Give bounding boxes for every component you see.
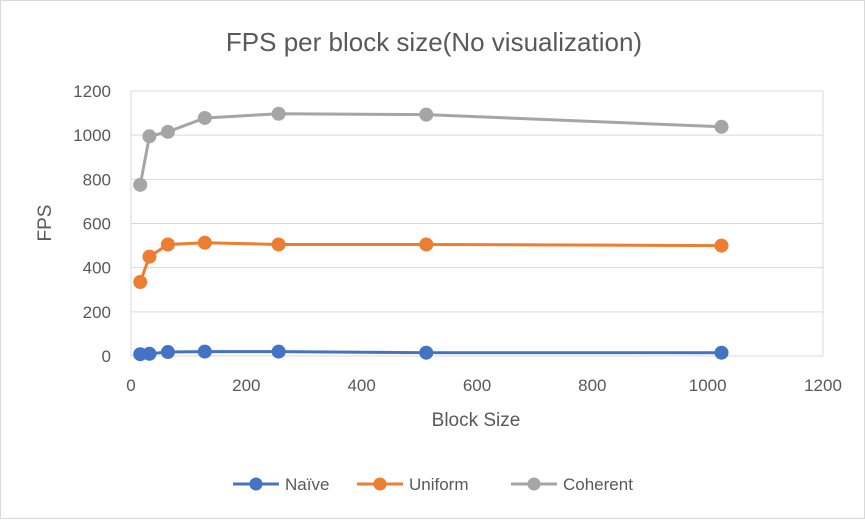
y-tick-label: 0 (102, 347, 111, 366)
data-point (714, 345, 729, 360)
data-point (142, 249, 157, 264)
y-tick-label: 600 (83, 215, 111, 234)
data-point (197, 110, 212, 125)
y-tick-label: 400 (83, 259, 111, 278)
x-tick-label: 200 (232, 376, 260, 395)
chart-title: FPS per block size(No visualization) (226, 27, 642, 57)
data-point (419, 345, 434, 360)
y-tick-label: 1200 (73, 82, 111, 101)
y-axis-title: FPS (35, 205, 56, 242)
data-point (419, 237, 434, 252)
data-point (714, 238, 729, 253)
x-tick-label: 400 (347, 376, 375, 395)
data-point (271, 237, 286, 252)
series-layer (133, 106, 729, 362)
legend-swatch-marker (373, 477, 387, 491)
x-tick-label: 800 (578, 376, 606, 395)
y-tick-label: 1000 (73, 126, 111, 145)
y-tick-label: 200 (83, 303, 111, 322)
data-point (714, 119, 729, 134)
y-tick-label: 800 (83, 170, 111, 189)
x-tick-label: 0 (126, 376, 135, 395)
legend-label: Coherent (563, 475, 633, 494)
data-point (197, 235, 212, 250)
data-point (133, 177, 148, 192)
data-point (271, 106, 286, 121)
gridlines (130, 90, 824, 356)
data-point (197, 344, 212, 359)
data-point (160, 237, 175, 252)
legend-label: Naïve (285, 475, 329, 494)
data-point (271, 344, 286, 359)
data-point (160, 124, 175, 139)
data-point (419, 107, 434, 122)
legend: Naïve Uniform Coherent (233, 475, 633, 494)
data-point (133, 275, 148, 290)
x-axis-title: Block Size (432, 410, 521, 431)
data-point (160, 345, 175, 360)
legend-label: Uniform (409, 475, 469, 494)
x-tick-label: 600 (463, 376, 491, 395)
legend-swatch-marker (249, 477, 263, 491)
series-line (138, 112, 722, 186)
x-tick-label: 1200 (804, 376, 842, 395)
data-point (142, 346, 157, 361)
x-tick-label: 1000 (689, 376, 727, 395)
legend-swatch-marker (527, 477, 541, 491)
axes: 0 200 400 600 800 1000 1200 0 200 400 600 800 1000 12… (73, 82, 842, 395)
data-point (142, 129, 157, 144)
